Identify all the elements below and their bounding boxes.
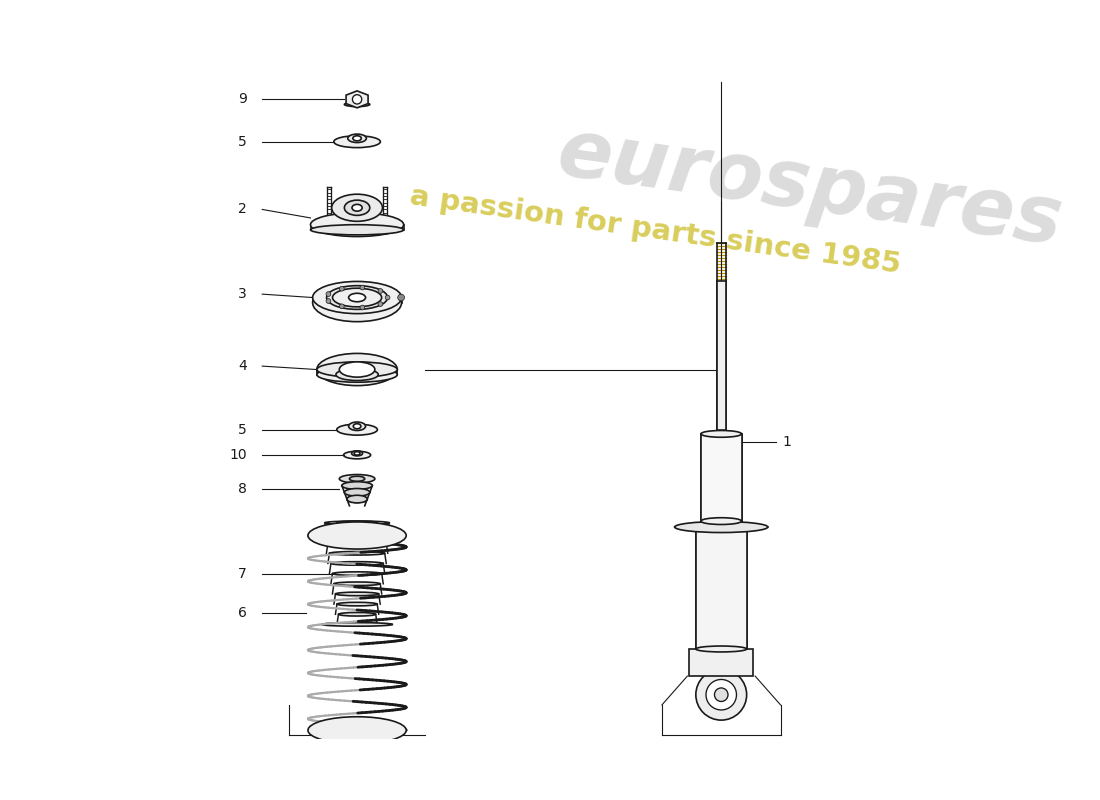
Circle shape bbox=[696, 670, 747, 720]
Ellipse shape bbox=[333, 136, 381, 148]
Polygon shape bbox=[346, 91, 368, 108]
Text: 3: 3 bbox=[239, 287, 248, 301]
Circle shape bbox=[385, 295, 389, 300]
Polygon shape bbox=[689, 642, 754, 676]
Bar bbox=[716, 282, 726, 430]
Ellipse shape bbox=[308, 717, 406, 744]
Ellipse shape bbox=[342, 482, 372, 490]
Ellipse shape bbox=[346, 496, 367, 502]
Circle shape bbox=[378, 302, 383, 306]
Bar bbox=[696, 527, 747, 649]
Circle shape bbox=[360, 305, 365, 310]
Text: 7: 7 bbox=[239, 566, 248, 581]
Circle shape bbox=[398, 294, 405, 301]
Ellipse shape bbox=[329, 551, 385, 555]
Ellipse shape bbox=[339, 362, 375, 377]
Ellipse shape bbox=[352, 204, 362, 211]
Ellipse shape bbox=[334, 582, 381, 586]
Ellipse shape bbox=[349, 294, 365, 302]
Ellipse shape bbox=[353, 424, 361, 429]
Ellipse shape bbox=[349, 422, 365, 430]
Ellipse shape bbox=[327, 286, 387, 310]
Ellipse shape bbox=[339, 474, 375, 483]
Text: a passion for parts since 1985: a passion for parts since 1985 bbox=[408, 182, 902, 279]
Ellipse shape bbox=[336, 592, 378, 596]
Ellipse shape bbox=[337, 521, 377, 525]
Ellipse shape bbox=[339, 613, 376, 616]
Ellipse shape bbox=[328, 542, 386, 545]
Text: 5: 5 bbox=[239, 422, 248, 437]
Ellipse shape bbox=[310, 225, 404, 235]
Circle shape bbox=[326, 292, 331, 297]
Ellipse shape bbox=[332, 288, 382, 307]
Ellipse shape bbox=[337, 602, 377, 606]
Ellipse shape bbox=[701, 518, 741, 525]
Ellipse shape bbox=[354, 452, 360, 455]
Ellipse shape bbox=[336, 369, 378, 381]
Text: eurospares: eurospares bbox=[552, 114, 1067, 262]
Ellipse shape bbox=[344, 200, 370, 215]
Text: 5: 5 bbox=[239, 134, 248, 149]
Text: 6: 6 bbox=[238, 606, 248, 621]
Ellipse shape bbox=[310, 213, 404, 237]
Ellipse shape bbox=[348, 134, 366, 142]
Circle shape bbox=[352, 94, 362, 104]
Text: 10: 10 bbox=[230, 448, 248, 462]
Ellipse shape bbox=[332, 194, 383, 222]
Text: 1: 1 bbox=[782, 435, 791, 450]
Circle shape bbox=[715, 688, 728, 702]
Text: 4: 4 bbox=[239, 359, 248, 373]
Ellipse shape bbox=[344, 489, 370, 496]
Text: 2: 2 bbox=[239, 202, 248, 217]
Ellipse shape bbox=[352, 451, 363, 456]
Circle shape bbox=[326, 298, 331, 303]
Bar bbox=[701, 434, 741, 521]
Ellipse shape bbox=[350, 476, 365, 482]
Ellipse shape bbox=[344, 102, 370, 106]
Text: 9: 9 bbox=[238, 92, 248, 106]
Ellipse shape bbox=[332, 572, 382, 575]
Ellipse shape bbox=[327, 531, 388, 534]
Ellipse shape bbox=[321, 622, 393, 626]
Ellipse shape bbox=[674, 522, 768, 533]
Ellipse shape bbox=[343, 451, 371, 459]
Ellipse shape bbox=[346, 495, 367, 503]
Ellipse shape bbox=[337, 424, 377, 435]
Ellipse shape bbox=[701, 430, 741, 438]
Ellipse shape bbox=[317, 354, 397, 386]
Ellipse shape bbox=[324, 521, 389, 525]
Ellipse shape bbox=[317, 367, 397, 382]
Ellipse shape bbox=[696, 524, 747, 530]
Circle shape bbox=[340, 286, 344, 291]
Ellipse shape bbox=[312, 283, 402, 322]
Ellipse shape bbox=[312, 282, 402, 314]
Text: 8: 8 bbox=[238, 482, 248, 496]
Ellipse shape bbox=[353, 136, 361, 141]
Ellipse shape bbox=[696, 646, 747, 652]
Circle shape bbox=[706, 679, 737, 710]
Ellipse shape bbox=[308, 522, 406, 549]
Ellipse shape bbox=[317, 362, 397, 377]
Circle shape bbox=[378, 289, 383, 294]
Ellipse shape bbox=[331, 562, 383, 566]
Circle shape bbox=[360, 285, 365, 290]
Circle shape bbox=[340, 304, 344, 309]
